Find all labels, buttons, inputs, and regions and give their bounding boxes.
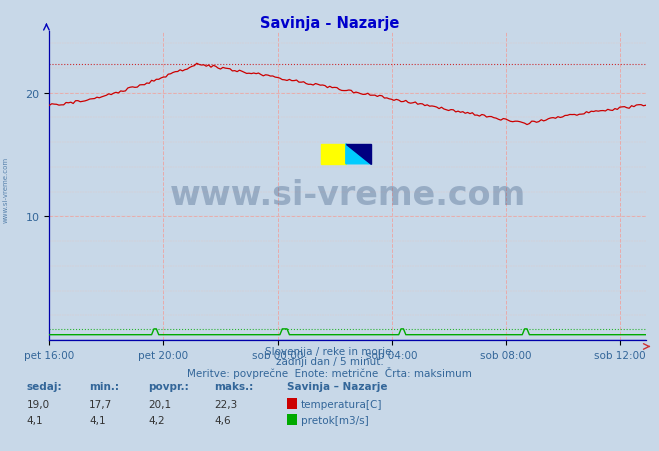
Text: www.si-vreme.com: www.si-vreme.com: [2, 156, 9, 222]
Text: pretok[m3/s]: pretok[m3/s]: [301, 415, 369, 425]
Text: Meritve: povprečne  Enote: metrične  Črta: maksimum: Meritve: povprečne Enote: metrične Črta:…: [187, 366, 472, 378]
Text: sedaj:: sedaj:: [26, 381, 62, 391]
Text: 4,2: 4,2: [148, 415, 165, 425]
Text: 20,1: 20,1: [148, 399, 171, 409]
Bar: [321, 144, 346, 165]
Text: povpr.:: povpr.:: [148, 381, 189, 391]
Text: 4,1: 4,1: [89, 415, 105, 425]
Text: Slovenija / reke in morje.: Slovenija / reke in morje.: [264, 346, 395, 356]
Text: zadnji dan / 5 minut.: zadnji dan / 5 minut.: [275, 356, 384, 366]
Polygon shape: [346, 144, 371, 165]
Text: Savinja – Nazarje: Savinja – Nazarje: [287, 381, 387, 391]
Text: maks.:: maks.:: [214, 381, 254, 391]
Text: 22,3: 22,3: [214, 399, 237, 409]
Text: temperatura[C]: temperatura[C]: [301, 399, 383, 409]
Polygon shape: [346, 144, 371, 165]
Text: min.:: min.:: [89, 381, 119, 391]
Text: 19,0: 19,0: [26, 399, 49, 409]
Text: www.si-vreme.com: www.si-vreme.com: [169, 179, 526, 212]
Text: 4,6: 4,6: [214, 415, 231, 425]
Text: Savinja - Nazarje: Savinja - Nazarje: [260, 16, 399, 31]
Text: 4,1: 4,1: [26, 415, 43, 425]
Text: 17,7: 17,7: [89, 399, 112, 409]
